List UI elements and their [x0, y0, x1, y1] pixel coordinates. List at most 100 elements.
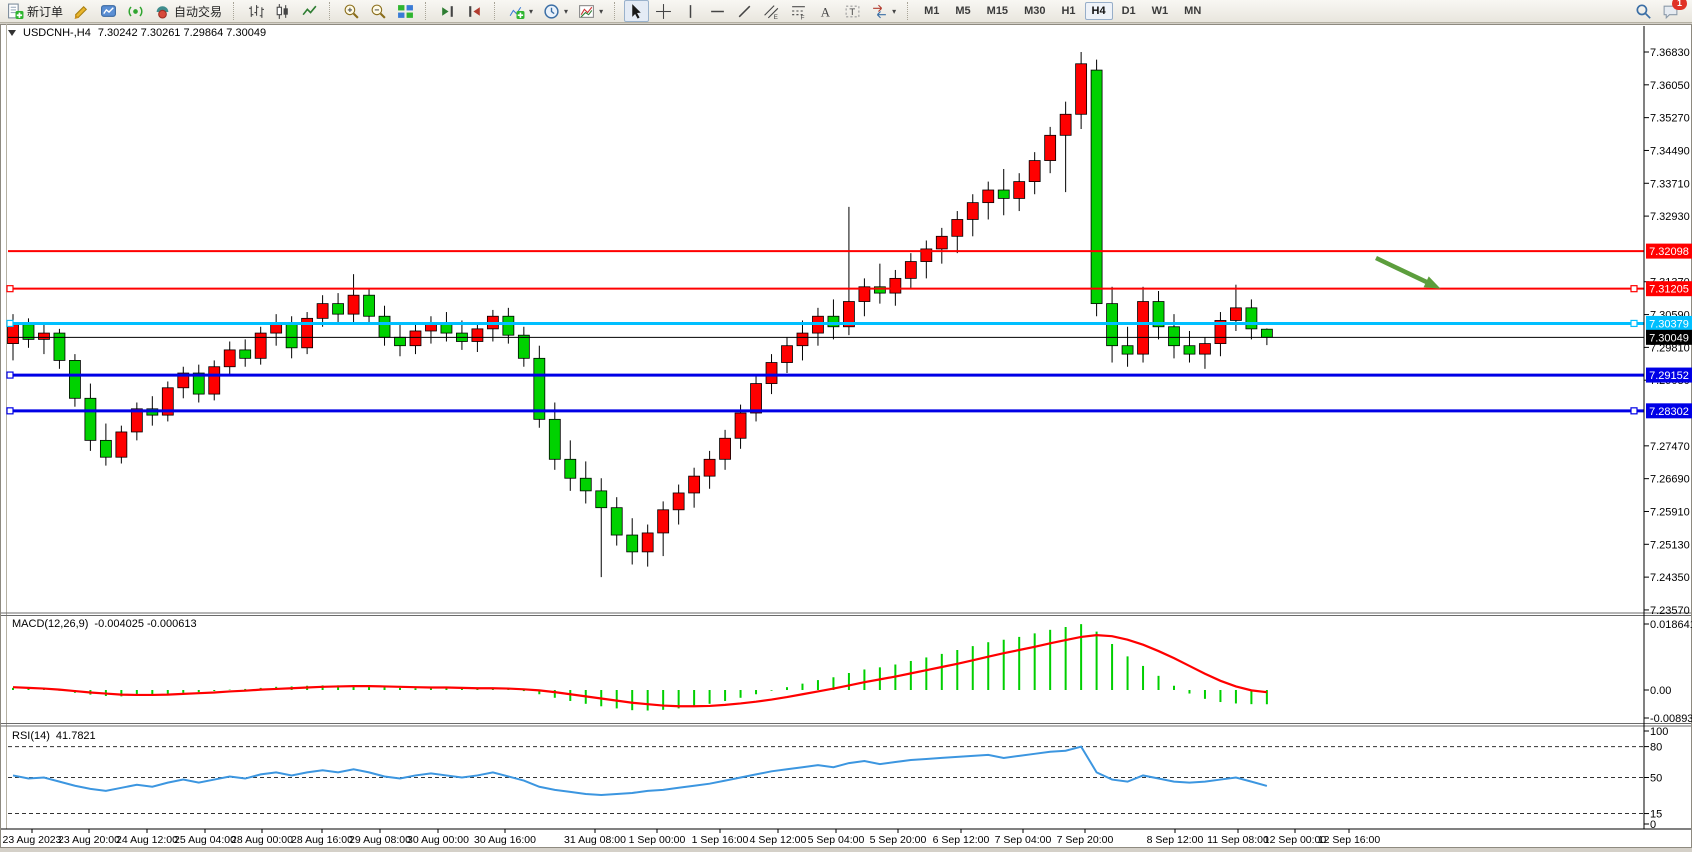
bear-candle	[53, 332, 66, 361]
date-axis-label: 12 Sep 16:00	[1318, 834, 1381, 846]
fibonacci-button[interactable]: F	[786, 0, 811, 22]
bull-candle	[657, 509, 670, 534]
timeframe-button-h4[interactable]: H4	[1084, 2, 1113, 20]
bear-candle	[517, 334, 530, 359]
svg-text:E: E	[774, 13, 778, 19]
signals-button[interactable]	[123, 0, 148, 22]
chevron-down-icon[interactable]: ▾	[892, 6, 897, 16]
timeframe-button-d1[interactable]: D1	[1121, 5, 1136, 17]
line-chart-button[interactable]	[297, 0, 322, 22]
chevron-down-icon[interactable]: ▾	[599, 6, 604, 16]
line-anchor[interactable]	[1630, 319, 1638, 328]
line-anchor[interactable]	[6, 407, 14, 415]
trendline-button[interactable]	[732, 0, 757, 22]
bear-candle	[595, 490, 608, 509]
price-axis-label: 7.35270	[1650, 113, 1690, 125]
price-chart[interactable]: 7.36830 7.36050 7.35270 7.34490 7.33710 7.329…	[0, 24, 1692, 852]
date-axis-label: 12 Sep 00:00	[1264, 834, 1327, 846]
one-click-trading-expander-icon[interactable]	[8, 30, 16, 36]
bull-candle	[130, 408, 143, 433]
new-order-icon	[7, 3, 24, 20]
crosshair-button[interactable]	[651, 0, 676, 22]
chart-shift-button[interactable]	[462, 0, 487, 22]
vertical-line-button[interactable]	[678, 0, 703, 22]
bull-candle	[951, 219, 964, 237]
bull-candle	[920, 248, 933, 262]
date-axis-label: 23 Aug 2023	[3, 834, 62, 846]
new-order-button[interactable]: 新订单	[3, 0, 67, 22]
periods-button[interactable]: ▾	[539, 0, 572, 22]
macd-title: MACD(12,26,9)	[12, 618, 89, 630]
toolbar-separator	[494, 2, 499, 20]
templates-button[interactable]: ▾	[574, 0, 607, 22]
bull-candle	[719, 437, 731, 460]
svg-text:7.29152: 7.29152	[1649, 370, 1689, 382]
chevron-down-icon[interactable]: ▾	[529, 6, 534, 16]
hline-7.30379[interactable]	[6, 319, 1644, 328]
timeframe-button-w1[interactable]: W1	[1151, 5, 1169, 17]
toolbar-separator	[907, 2, 912, 20]
timeframe-button-m5[interactable]: M5	[955, 5, 971, 17]
line-anchor[interactable]	[1630, 285, 1638, 293]
scroll-group	[434, 0, 488, 22]
macd-axis-label: 0.018641	[1650, 619, 1692, 631]
timeframe-button-h1[interactable]: H1	[1061, 5, 1076, 17]
bear-candle	[192, 372, 205, 395]
timeframe-button-mn[interactable]: MN	[1184, 5, 1202, 17]
chevron-down-icon[interactable]: ▾	[564, 6, 569, 16]
line-anchor[interactable]	[6, 285, 14, 293]
chat-button[interactable]: 1	[1658, 0, 1687, 22]
horizontal-line-button[interactable]	[705, 0, 730, 22]
bull-candle	[1199, 343, 1211, 355]
auto-scroll-button[interactable]	[435, 0, 460, 22]
bear-candle	[84, 397, 97, 441]
bull-candle	[1028, 160, 1041, 182]
toolbar: 新订单 自动交易 ▾ ▾ ▾ E F A T ▾ M1 M5 M15 M30 H1 H4 D1 W1 MN 1	[0, 0, 1692, 23]
trend-arrow-annotation[interactable]	[1375, 255, 1441, 289]
horizontal-line-icon	[709, 3, 726, 20]
candlestick-icon	[274, 3, 291, 20]
date-axis-label: 24 Aug 12:00	[116, 834, 178, 846]
auto-trading-icon	[154, 3, 171, 20]
search-button[interactable]	[1631, 0, 1656, 22]
zoom-in-button[interactable]	[339, 0, 364, 22]
timeframe-button-m30[interactable]: M30	[1024, 5, 1046, 17]
auto-trading-button[interactable]: 自动交易	[150, 0, 226, 22]
svg-text:7.31205: 7.31205	[1649, 284, 1689, 296]
channel-button[interactable]: E	[759, 0, 784, 22]
bull-candle	[208, 366, 221, 395]
candlestick-button[interactable]	[270, 0, 295, 22]
hline-7.28302[interactable]	[6, 407, 1644, 415]
bear-candle	[1260, 328, 1273, 338]
rsi-indicator-label: RSI(14) 41.7821	[12, 730, 96, 742]
shapes-icon	[871, 3, 888, 20]
hline-7.29152[interactable]	[6, 371, 1644, 379]
metaeditor-button[interactable]	[69, 0, 94, 22]
indicators-button[interactable]: ▾	[504, 0, 537, 22]
text-label-button[interactable]: T	[840, 0, 865, 22]
bull-candle	[982, 189, 995, 204]
price-tag-7.29152: 7.29152	[1646, 367, 1692, 383]
tile-windows-button[interactable]	[393, 0, 418, 22]
price-axis-label: 7.33710	[1650, 178, 1690, 190]
timeframe-button-m15[interactable]: M15	[986, 5, 1009, 17]
date-axis-label: 28 Aug 16:00	[291, 834, 353, 846]
line-anchor[interactable]	[1630, 407, 1638, 415]
bar-chart-button[interactable]	[243, 0, 268, 22]
zoom-out-button[interactable]	[366, 0, 391, 22]
rsi-value: 41.7821	[55, 730, 96, 742]
text-button[interactable]: A	[813, 0, 838, 22]
date-axis-label: 5 Sep 20:00	[870, 834, 927, 846]
cursor-button[interactable]	[624, 0, 650, 22]
line-anchor[interactable]	[6, 371, 14, 379]
text-label-icon: T	[844, 3, 861, 20]
hline-7.31205[interactable]	[6, 285, 1644, 293]
shapes-button[interactable]: ▾	[867, 0, 900, 22]
line-anchor[interactable]	[6, 319, 14, 328]
terminal-button[interactable]	[96, 0, 121, 22]
trade-group: 新订单 自动交易	[2, 0, 227, 22]
price-axis-label: 7.32930	[1650, 211, 1690, 223]
timeframe-button-m1[interactable]: M1	[924, 5, 940, 17]
bear-candle	[1168, 326, 1180, 347]
